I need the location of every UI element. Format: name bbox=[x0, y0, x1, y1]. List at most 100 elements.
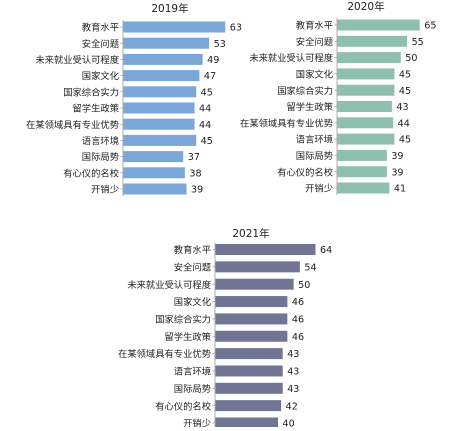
data-label: 39 bbox=[191, 185, 203, 196]
data-label: 44 bbox=[199, 104, 211, 115]
category-label: 国际局势 bbox=[174, 383, 211, 395]
data-label: 46 bbox=[292, 297, 304, 308]
bar bbox=[337, 133, 395, 145]
bar bbox=[215, 400, 282, 412]
category-label: 安全问题 bbox=[296, 36, 333, 48]
data-label: 37 bbox=[188, 152, 200, 163]
category-label: 语言环境 bbox=[82, 135, 119, 147]
category-label: 未来就业受认可程度 bbox=[35, 54, 119, 66]
data-label: 44 bbox=[199, 120, 211, 131]
bar bbox=[337, 84, 395, 96]
category-label: 国家综合实力 bbox=[277, 85, 333, 97]
bar bbox=[123, 134, 197, 146]
data-label: 45 bbox=[201, 136, 213, 147]
bar bbox=[123, 183, 187, 195]
category-label: 国家综合实力 bbox=[63, 86, 119, 98]
data-label: 39 bbox=[391, 167, 403, 178]
bar bbox=[337, 35, 408, 47]
category-label: 在某领域具有专业优势 bbox=[240, 117, 333, 129]
data-label: 38 bbox=[189, 168, 201, 179]
bar bbox=[123, 102, 195, 114]
data-label: 46 bbox=[292, 332, 304, 343]
bar bbox=[215, 278, 294, 290]
data-label: 45 bbox=[201, 87, 213, 98]
data-label: 50 bbox=[298, 280, 310, 291]
bar bbox=[123, 37, 210, 49]
bar bbox=[215, 244, 316, 255]
data-label: 50 bbox=[405, 53, 417, 64]
bar bbox=[337, 149, 387, 161]
category-label: 开销少 bbox=[183, 418, 211, 427]
category-label: 开销少 bbox=[91, 184, 119, 196]
data-label: 43 bbox=[287, 349, 299, 360]
category-label: 留学生政策 bbox=[165, 331, 212, 343]
data-label: 41 bbox=[394, 184, 406, 195]
data-label: 45 bbox=[399, 86, 411, 97]
category-label: 留学生政策 bbox=[287, 101, 334, 113]
category-label: 未来就业受认可程度 bbox=[127, 279, 211, 291]
data-label: 44 bbox=[398, 118, 410, 129]
bar bbox=[123, 86, 197, 98]
data-label: 43 bbox=[287, 367, 299, 378]
bar bbox=[337, 182, 390, 194]
chart-title: 2021年 bbox=[232, 227, 269, 240]
category-label: 教育水平 bbox=[296, 20, 333, 32]
bar bbox=[123, 70, 200, 82]
category-label: 国家文化 bbox=[174, 296, 211, 308]
data-label: 46 bbox=[292, 315, 304, 326]
bar bbox=[215, 261, 300, 273]
bar bbox=[123, 21, 226, 33]
category-label: 语言环境 bbox=[174, 366, 211, 378]
bar bbox=[215, 382, 283, 394]
category-label: 国家文化 bbox=[82, 70, 119, 82]
chart-title: 2020年 bbox=[347, 0, 384, 13]
bar bbox=[123, 167, 185, 179]
category-label: 语言环境 bbox=[296, 134, 333, 146]
category-label: 有心仪的名校 bbox=[277, 166, 333, 178]
bar bbox=[215, 330, 288, 342]
data-label: 49 bbox=[207, 55, 219, 66]
bar bbox=[337, 117, 394, 129]
data-label: 63 bbox=[230, 23, 242, 34]
category-label: 在某领域具有专业优势 bbox=[26, 119, 119, 131]
bar bbox=[337, 68, 395, 80]
data-label: 42 bbox=[286, 401, 298, 412]
data-label: 64 bbox=[320, 245, 332, 256]
bar bbox=[215, 296, 288, 308]
bar bbox=[215, 417, 278, 429]
data-label: 54 bbox=[304, 262, 316, 273]
category-label: 有心仪的名校 bbox=[155, 400, 211, 412]
category-label: 未来就业受认可程度 bbox=[249, 52, 333, 64]
category-label: 国家文化 bbox=[296, 69, 333, 81]
category-label: 国家综合实力 bbox=[155, 314, 211, 326]
category-label: 国际局势 bbox=[296, 150, 333, 162]
data-label: 47 bbox=[204, 71, 216, 82]
category-label: 开销少 bbox=[305, 183, 333, 195]
data-label: 43 bbox=[396, 102, 408, 113]
data-label: 53 bbox=[214, 39, 226, 50]
category-label: 留学生政策 bbox=[73, 103, 120, 115]
data-label: 45 bbox=[399, 135, 411, 146]
bar bbox=[123, 151, 184, 163]
category-label: 在某领域具有专业优势 bbox=[118, 348, 211, 360]
data-label: 65 bbox=[424, 21, 436, 32]
chart-title: 2019年 bbox=[151, 2, 188, 15]
bar bbox=[337, 19, 420, 31]
data-label: 55 bbox=[412, 37, 424, 48]
bar bbox=[337, 52, 401, 64]
bar bbox=[215, 348, 283, 360]
category-label: 教育水平 bbox=[82, 22, 119, 34]
data-label: 40 bbox=[283, 419, 295, 427]
category-label: 安全问题 bbox=[82, 38, 119, 50]
bar bbox=[337, 101, 392, 112]
data-label: 45 bbox=[399, 70, 411, 81]
category-label: 有心仪的名校 bbox=[63, 167, 119, 179]
data-label: 39 bbox=[391, 151, 403, 162]
category-label: 安全问题 bbox=[174, 261, 211, 273]
category-label: 教育水平 bbox=[174, 244, 211, 256]
bar bbox=[123, 53, 203, 65]
